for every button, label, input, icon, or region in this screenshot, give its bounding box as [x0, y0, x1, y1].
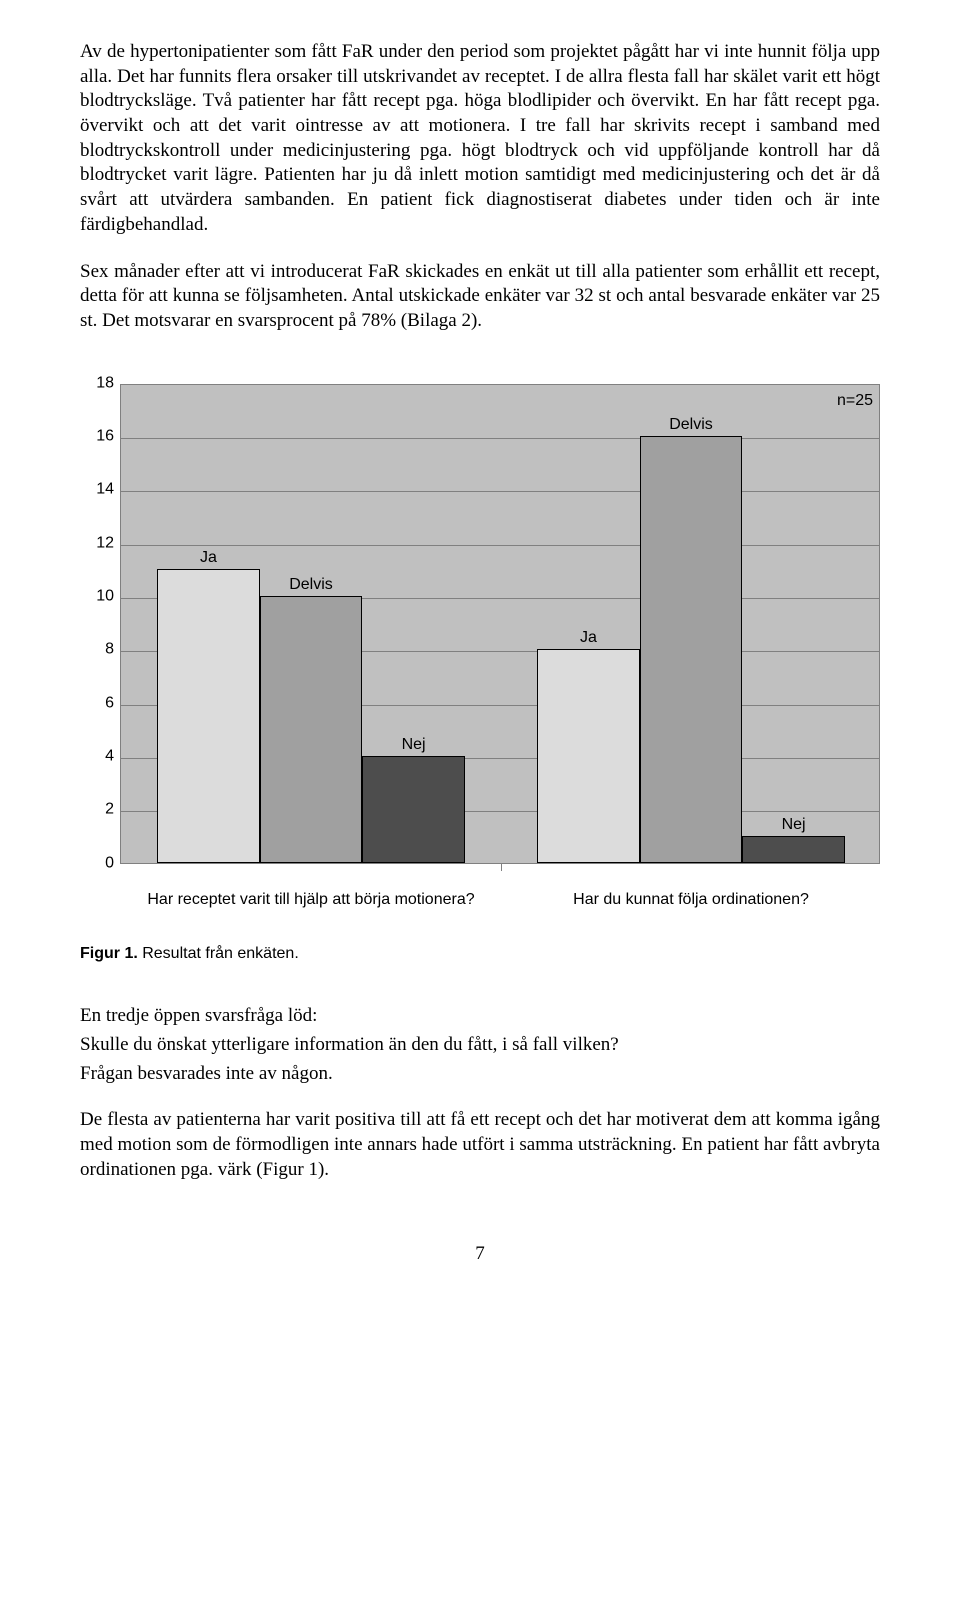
bar: Nej	[362, 756, 465, 863]
bar-label: Nej	[402, 735, 426, 756]
y-tick-label: 2	[80, 800, 114, 821]
bar: Ja	[537, 649, 640, 862]
bar-chart: n=25JaDelvisNejHar receptet varit till h…	[80, 384, 880, 924]
bar-label: Delvis	[289, 575, 333, 596]
bar-label: Nej	[782, 815, 806, 836]
n-label: n=25	[837, 391, 873, 412]
x-category-label: Har receptet varit till hjälp att börja …	[121, 890, 501, 911]
page-number: 7	[80, 1242, 880, 1267]
bar-label: Delvis	[669, 415, 713, 436]
paragraph-6: De flesta av patienterna har varit posit…	[80, 1108, 880, 1182]
paragraph-4: Skulle du önskat ytterligare information…	[80, 1033, 880, 1058]
bar: Delvis	[260, 596, 363, 863]
paragraph-3: En tredje öppen svarsfråga löd:	[80, 1004, 880, 1029]
bar: Delvis	[640, 436, 743, 863]
figure-caption: Figur 1. Resultat från enkäten.	[80, 944, 880, 965]
y-tick-label: 12	[80, 533, 114, 554]
bar-label: Ja	[580, 628, 597, 649]
grid-line	[121, 438, 879, 439]
paragraph-5: Frågan besvarades inte av någon.	[80, 1062, 880, 1087]
bar: Nej	[742, 836, 845, 863]
y-tick-label: 4	[80, 746, 114, 767]
grid-line	[121, 545, 879, 546]
x-separator	[501, 863, 502, 871]
figure-caption-text: Resultat från enkäten.	[138, 945, 299, 962]
y-tick-label: 6	[80, 693, 114, 714]
paragraph-1: Av de hypertonipatienter som fått FaR un…	[80, 40, 880, 238]
chart-plot-area: n=25JaDelvisNejHar receptet varit till h…	[120, 384, 880, 864]
figure-caption-bold: Figur 1.	[80, 945, 138, 962]
bar-label: Ja	[200, 548, 217, 569]
y-tick-label: 0	[80, 853, 114, 874]
grid-line	[121, 491, 879, 492]
y-tick-label: 10	[80, 586, 114, 607]
y-tick-label: 16	[80, 426, 114, 447]
y-tick-label: 18	[80, 373, 114, 394]
chart-container: n=25JaDelvisNejHar receptet varit till h…	[80, 384, 880, 924]
y-tick-label: 14	[80, 480, 114, 501]
y-tick-label: 8	[80, 640, 114, 661]
paragraph-2: Sex månader efter att vi introducerat Fa…	[80, 260, 880, 334]
x-category-label: Har du kunnat följa ordinationen?	[501, 890, 881, 911]
bar: Ja	[157, 569, 260, 862]
